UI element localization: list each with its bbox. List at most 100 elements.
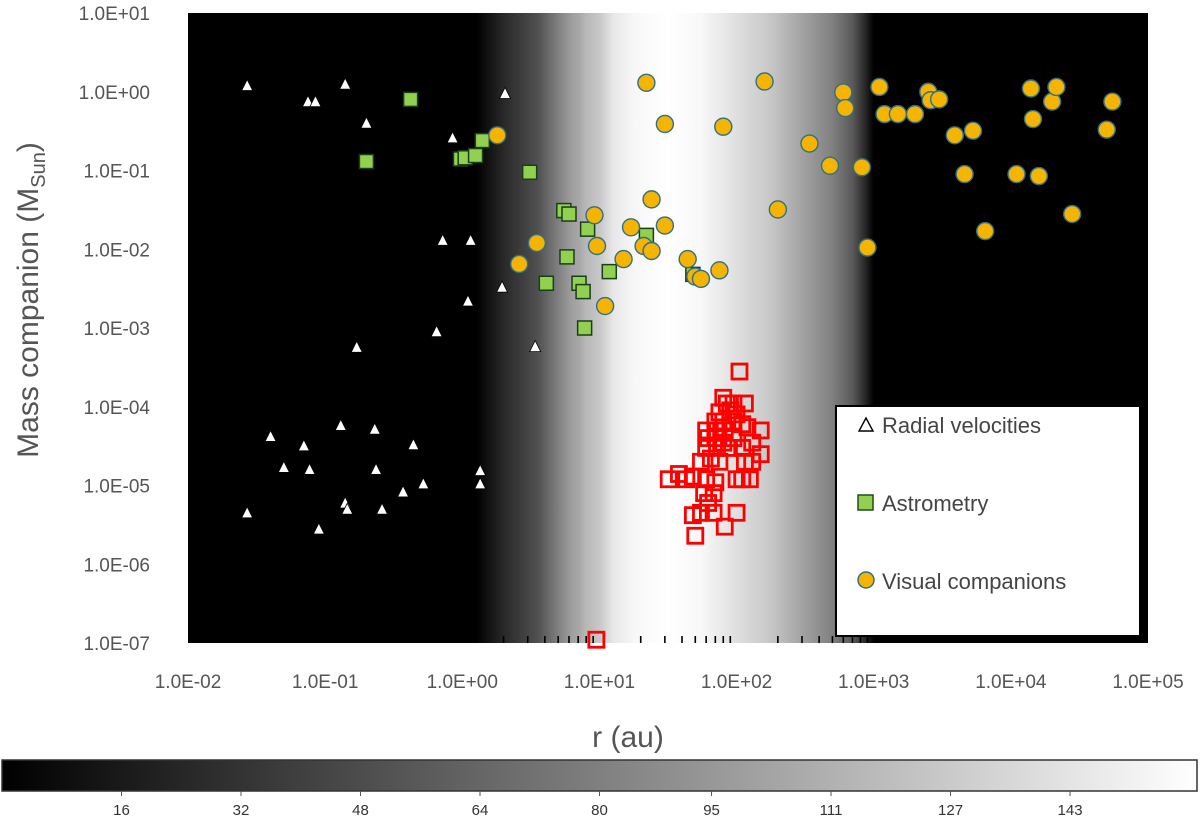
point-visual-companion [929, 90, 949, 109]
point-red-open-square [730, 362, 749, 381]
point-visual-companion [488, 126, 507, 145]
point-red-open-square [704, 484, 723, 503]
point-visual-companion [955, 164, 974, 184]
point-red-open-square [695, 484, 714, 503]
point-visual-companion [963, 121, 983, 140]
y-tick-label: 1.0E-05 [83, 477, 150, 498]
x-tick-label: 1.0E+05 [1112, 672, 1183, 693]
point-visual-companion [905, 104, 925, 124]
colorbar-tick-label: 127 [938, 802, 963, 819]
colorbar-tick-label: 80 [591, 802, 608, 819]
point-visual-companion [755, 72, 774, 91]
point-red-open-square [743, 452, 762, 471]
point-red-open-square [683, 506, 702, 525]
point-radial-velocity [417, 476, 430, 490]
y-axis-tick-labels: 1.0E-07 1.0E-06 1.0E-05 1.0E-04 1.0E-03 1.0E-… [79, 4, 151, 655]
point-visual-companion [975, 221, 995, 241]
x-tick-label: 1.0E+01 [564, 672, 635, 693]
legend-label-radial: Radial velocities [882, 413, 1041, 438]
point-radial-velocity [396, 484, 410, 498]
point-visual-companion [642, 190, 661, 209]
point-visual-companion [595, 296, 615, 316]
point-astrometry [474, 132, 491, 149]
point-radial-velocity [241, 505, 254, 519]
point-radial-velocity [474, 476, 487, 490]
point-red-open-square [710, 452, 729, 471]
point-visual-companion [614, 249, 633, 269]
point-visual-companion [655, 216, 675, 235]
x-tick-label: 1.0E+03 [838, 672, 909, 693]
point-visual-companion [945, 126, 964, 145]
point-visual-companion [1021, 79, 1041, 98]
point-red-open-square [686, 526, 705, 545]
x-tick-label: 1.0E-02 [155, 672, 222, 693]
point-visual-companion [710, 261, 729, 280]
point-red-open-square [710, 403, 729, 422]
point-red-open-square [659, 470, 678, 489]
point-radial-velocity [461, 294, 475, 307]
point-radial-velocity [303, 462, 316, 475]
point-red-open-square [587, 630, 606, 649]
point-visual-companion [1007, 164, 1026, 184]
point-red-open-square [727, 503, 746, 522]
point-radial-velocity [498, 86, 512, 99]
point-radial-velocity [334, 418, 347, 431]
point-visual-companion [1103, 92, 1122, 111]
point-radial-velocity [446, 130, 459, 144]
legend-label-astrometry: Astrometry [882, 491, 988, 516]
point-radial-velocity [495, 280, 509, 293]
point-astrometry [467, 147, 484, 164]
point-visual-companion [637, 73, 656, 92]
legend: Radial velocities Astrometry Visual comp… [835, 405, 1141, 637]
point-radial-velocity [464, 233, 477, 246]
point-visual-companion [691, 269, 711, 289]
x-tick-label: 1.0E-01 [292, 672, 359, 693]
y-axis-title: Mass companion (MSun) [12, 142, 50, 458]
point-radial-velocity [341, 502, 354, 515]
point-visual-companion [621, 218, 641, 237]
point-visual-companion [888, 104, 908, 124]
point-red-open-square [720, 439, 738, 457]
point-red-open-square [706, 473, 725, 492]
x-tick-label: 1.0E+04 [975, 672, 1047, 693]
point-radial-velocity [339, 77, 352, 90]
point-radial-velocity [407, 437, 420, 451]
point-radial-velocity [529, 339, 542, 353]
point-visual-companion [870, 77, 889, 97]
point-radial-velocity [309, 94, 322, 107]
point-astrometry [561, 206, 577, 222]
point-visual-companion [834, 83, 853, 102]
point-astrometry [538, 275, 555, 292]
colorbar-tick-label: 48 [352, 802, 369, 819]
point-visual-companion [678, 249, 697, 269]
point-radial-velocity [297, 438, 311, 452]
point-visual-companion [1097, 120, 1116, 139]
point-visual-companion [800, 134, 819, 153]
point-visual-companion [1062, 204, 1082, 224]
x-tick-label: 1.0E+02 [701, 672, 772, 693]
point-visual-companion [527, 233, 547, 253]
point-visual-companion [836, 98, 855, 118]
legend-triangle-marker [857, 416, 875, 432]
y-tick-label: 1.0E-06 [83, 555, 150, 576]
point-radial-velocity [301, 94, 315, 107]
point-red-open-square [683, 467, 702, 486]
colorbar-tick-label: 16 [113, 802, 130, 819]
point-radial-velocity [264, 429, 277, 442]
point-visual-companion [509, 254, 529, 274]
point-astrometry [575, 283, 591, 300]
colorbar-tick-label: 143 [1058, 802, 1083, 819]
legend-circle-marker [857, 571, 875, 589]
point-radial-velocity [375, 502, 389, 515]
x-axis-tick-labels: 1.0E-02 1.0E-01 1.0E+00 1.0E+01 1.0E+02 1.0E+… [155, 672, 1184, 693]
data-points [241, 72, 1122, 649]
point-visual-companion [1029, 166, 1049, 186]
y-tick-label: 1.0E-02 [83, 240, 150, 261]
point-visual-companion [587, 236, 607, 256]
point-radial-velocity [241, 78, 254, 91]
point-visual-companion [714, 117, 733, 136]
point-visual-companion [858, 238, 877, 257]
colorbar-tick-labels: 16 32 48 64 80 95 111 127 143 [113, 791, 1083, 819]
y-tick-label: 1.0E-04 [83, 398, 150, 419]
